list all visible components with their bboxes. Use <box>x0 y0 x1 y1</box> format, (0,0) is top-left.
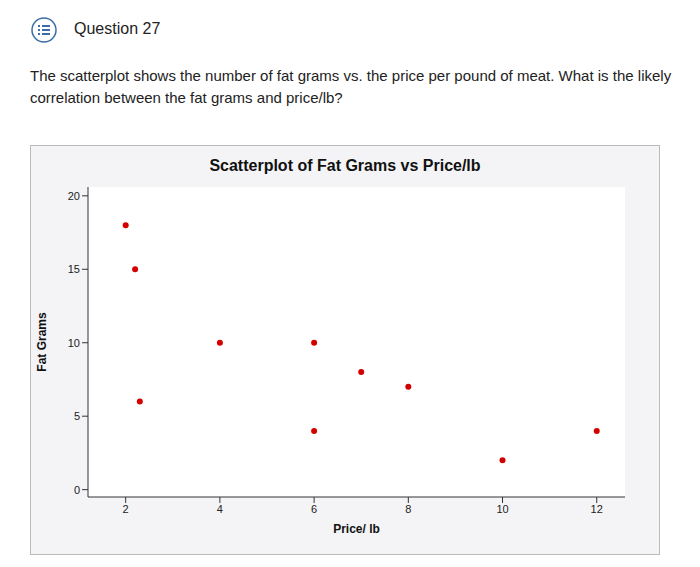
svg-text:10: 10 <box>496 503 508 515</box>
html-text:Question 27: Question 27 <box>74 20 161 37</box>
svg-text:Price/ lb: Price/ lb <box>333 522 380 536</box>
svg-text:Fat Grams: Fat Grams <box>35 312 49 372</box>
svg-text:0: 0 <box>74 484 80 496</box>
svg-text:2: 2 <box>123 503 129 515</box>
svg-text:15: 15 <box>68 263 80 275</box>
html-text:Scatterplot of Fat Grams vs Pr: Scatterplot of Fat Grams vs Price/lb <box>209 157 481 174</box>
svg-text:12: 12 <box>591 503 603 515</box>
svg-text:4: 4 <box>217 503 223 515</box>
svg-text:20: 20 <box>68 190 80 202</box>
html-text:The scatterplot shows the numb: The scatterplot shows the number of fat … <box>30 67 672 106</box>
svg-text:6: 6 <box>311 503 317 515</box>
svg-text:8: 8 <box>405 503 411 515</box>
svg-text:5: 5 <box>74 410 80 422</box>
svg-text:10: 10 <box>68 337 80 349</box>
